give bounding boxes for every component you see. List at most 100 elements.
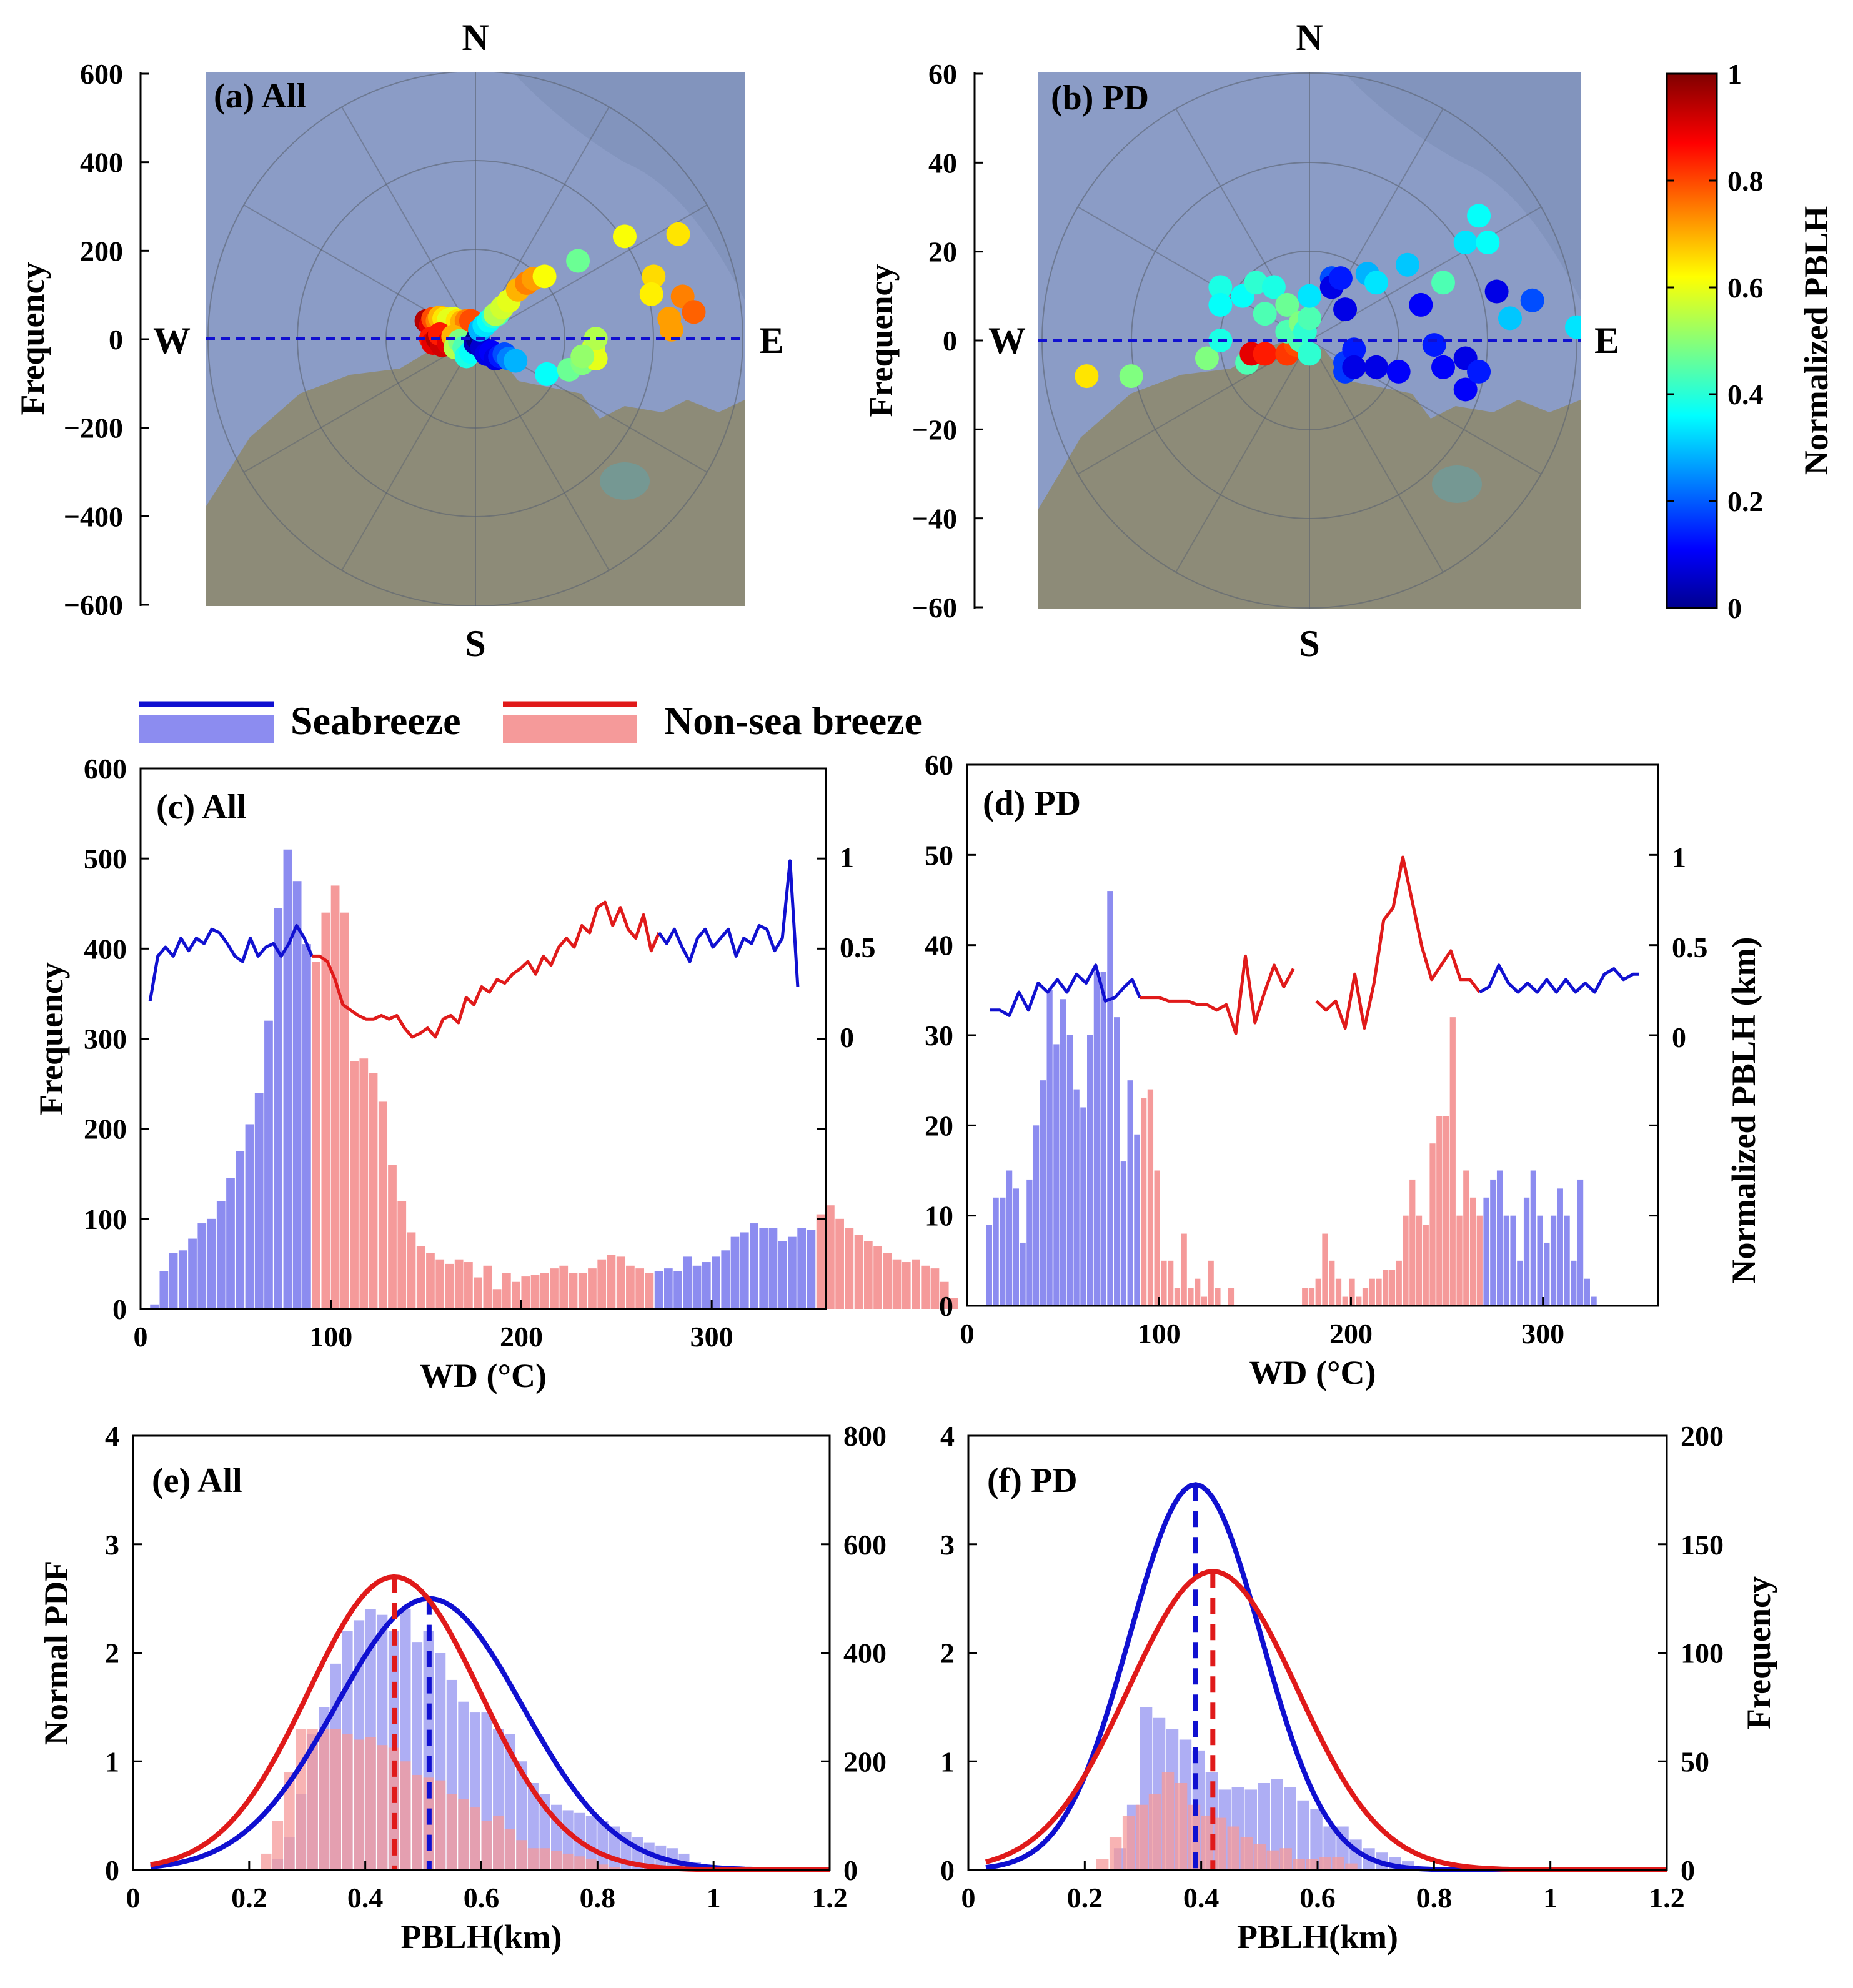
scatter-point-a — [642, 264, 666, 289]
sea-breeze-bar — [1530, 1170, 1536, 1306]
non-sea-breeze-hist-bar — [469, 1807, 480, 1870]
scatter-point-b — [1453, 231, 1478, 255]
y2-tick-label: 200 — [843, 1746, 887, 1777]
panel-title: (d) PD — [983, 784, 1081, 823]
sea-breeze-bar — [197, 1223, 207, 1309]
sea-breeze-bar — [207, 1218, 216, 1309]
scatter-point-a — [532, 264, 557, 289]
sea-breeze-bar — [807, 1230, 816, 1309]
y-tick-label: 200 — [80, 235, 123, 267]
non-sea-breeze-hist-bar — [539, 1848, 550, 1870]
non-sea-breeze-hist-bar — [307, 1729, 318, 1870]
scatter-point-b — [1195, 346, 1219, 370]
scatter-point-b — [1342, 337, 1366, 362]
sea-breeze-bar — [993, 1197, 999, 1306]
scatter-point-b — [1364, 355, 1388, 379]
sea-breeze-pblh-line — [148, 923, 314, 1001]
panel-a: 600 400 200 0 −200 −400 −600 Frequency (a) All… — [14, 17, 784, 664]
x-tick-label: 0 — [134, 1321, 148, 1353]
non-sea-breeze-bar — [1463, 1170, 1469, 1306]
non-sea-breeze-bar — [359, 1058, 369, 1309]
x-tick-label: 0.4 — [1183, 1882, 1220, 1914]
x-tick-label: 100 — [309, 1321, 352, 1353]
sea-breeze-bar — [1510, 1215, 1516, 1306]
sea-breeze-bar — [768, 1228, 778, 1309]
non-sea-breeze-bar — [397, 1201, 407, 1309]
scatter-point-a — [584, 327, 608, 350]
y-tick-label: 100 — [84, 1203, 127, 1235]
non-sea-breeze-hist-bar — [1306, 1859, 1318, 1870]
y2-tick-label: 50 — [1681, 1746, 1709, 1777]
non-sea-breeze-hist-bar — [562, 1853, 574, 1870]
sea-breeze-bar — [1127, 1080, 1133, 1306]
y-tick-label: 400 — [80, 147, 123, 179]
sea-breeze-bar — [264, 1020, 273, 1309]
non-sea-breeze-bar — [474, 1277, 482, 1309]
non-sea-breeze-bar — [1215, 1288, 1221, 1306]
scatter-point-b — [1275, 292, 1299, 317]
sea-breeze-bar — [1503, 1215, 1509, 1306]
non-sea-breeze-bar — [426, 1253, 435, 1309]
non-sea-breeze-bar — [645, 1273, 654, 1309]
y2-tick-label: 100 — [1681, 1638, 1724, 1669]
non-sea-breeze-hist-bar — [1332, 1857, 1344, 1870]
sea-breeze-bar — [663, 1268, 673, 1309]
scatter-point-b — [1253, 342, 1277, 366]
non-sea-breeze-hist-bar — [1122, 1816, 1135, 1870]
y-tick-label: −60 — [912, 592, 957, 624]
sea-breeze-bar — [788, 1236, 797, 1309]
y-tick-label: 600 — [80, 58, 123, 90]
sea-breeze-bar — [702, 1262, 711, 1309]
non-sea-breeze-bar — [1476, 1215, 1483, 1306]
compass-e-a: E — [759, 320, 784, 361]
non-sea-breeze-bar — [1443, 1116, 1449, 1306]
non-sea-breeze-bar — [1356, 1296, 1362, 1306]
scatter-point-b — [1520, 288, 1544, 312]
sea-breeze-bar — [150, 1304, 159, 1309]
legend-nonsea-label: Non-sea breeze — [664, 698, 922, 743]
colorbar-tick-label: 0.8 — [1727, 165, 1764, 197]
non-sea-breeze-bar — [1208, 1260, 1214, 1306]
non-sea-breeze-hist-bar — [504, 1829, 515, 1870]
non-sea-breeze-bar — [1174, 1288, 1181, 1306]
non-sea-breeze-bar — [854, 1235, 863, 1309]
sea-breeze-bar — [254, 1093, 264, 1309]
y2-tick-label: 0.5 — [1672, 932, 1708, 963]
non-sea-breeze-bar — [1181, 1233, 1187, 1306]
y2-tick-label: 1 — [1672, 842, 1686, 873]
ylabel-a: Frequency — [14, 262, 51, 415]
non-sea-breeze-hist-bar — [458, 1799, 469, 1870]
non-sea-breeze-bar — [369, 1073, 378, 1309]
scatter-point-b — [1342, 355, 1366, 379]
x-tick-label: 1 — [1543, 1882, 1557, 1914]
scatter-point-b — [1253, 302, 1277, 326]
sea-breeze-bar — [797, 1228, 807, 1309]
non-sea-breeze-bar — [1436, 1116, 1443, 1306]
y-tick-label: 0 — [940, 1854, 955, 1886]
sea-breeze-bar — [216, 1201, 226, 1309]
non-sea-breeze-bar — [1322, 1233, 1328, 1306]
colorbar: 0 0.2 0.4 0.6 0.8 1 Normalized PBLH — [1666, 58, 1835, 624]
x-tick-label: 1 — [707, 1882, 721, 1914]
y-axis-label: Normal PDF — [37, 1561, 75, 1745]
non-sea-breeze-bar — [454, 1259, 464, 1309]
panel-title: (e) All — [152, 1461, 242, 1500]
non-sea-breeze-hist-bar — [1279, 1848, 1292, 1870]
non-sea-breeze-bar — [816, 1214, 825, 1309]
non-sea-breeze-bar — [616, 1256, 625, 1309]
non-sea-breeze-bar — [1329, 1260, 1335, 1306]
sea-breeze-bar — [169, 1253, 178, 1309]
non-sea-breeze-hist-bar — [284, 1772, 295, 1870]
non-sea-breeze-bar — [483, 1265, 492, 1309]
sea-breeze-bar — [654, 1271, 663, 1309]
non-sea-breeze-hist-bar — [493, 1816, 504, 1870]
y-tick-label: 3 — [940, 1529, 955, 1561]
x-axis-label: WD (°C) — [420, 1357, 547, 1394]
y-tick-label: 1 — [940, 1746, 955, 1777]
non-sea-breeze-bar — [559, 1265, 569, 1309]
y-tick-label: 0 — [109, 324, 123, 355]
non-sea-breeze-bar — [1342, 1296, 1348, 1306]
non-sea-breeze-hist-bar — [1161, 1772, 1175, 1870]
